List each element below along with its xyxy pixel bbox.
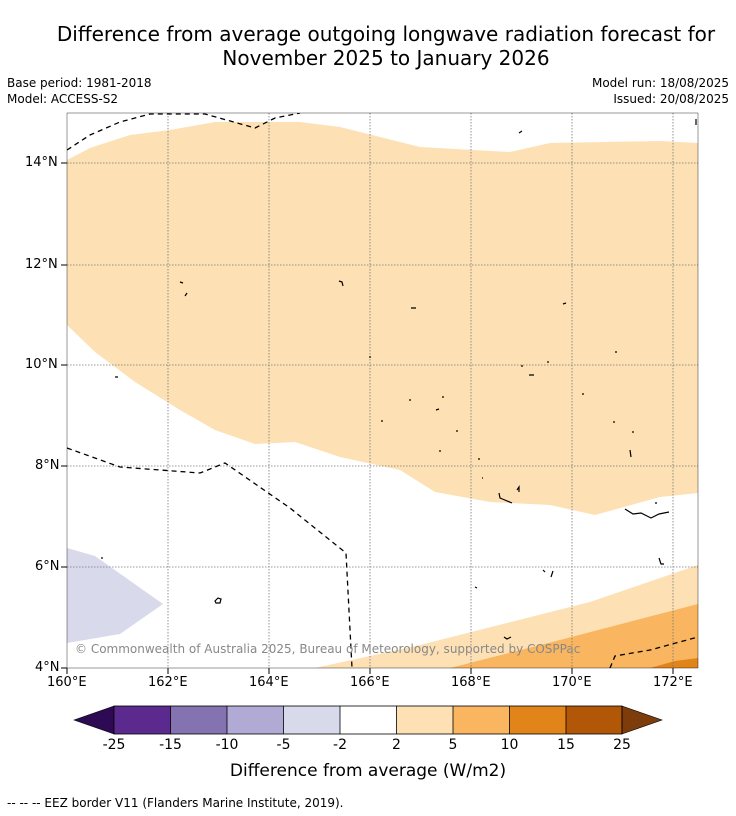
lon-tick-162e: 162°E: [148, 675, 188, 690]
lat-tick-8n: 8°N: [35, 458, 60, 473]
title-line-1: Difference from average outgoing longwav…: [56, 22, 716, 46]
anomaly-region-2-5-north: [67, 122, 698, 515]
lon-tick-170e: 170°E: [552, 675, 592, 690]
colorbar-bin-4: [283, 706, 340, 734]
islands: [101, 119, 697, 640]
colorbar-bin-5: [340, 706, 397, 734]
lon-tick-168e: 168°E: [451, 675, 491, 690]
colorbar-bin-9: [566, 706, 622, 734]
colorbar-label-neg15: -15: [159, 737, 182, 753]
lat-tick-6n: 6°N: [35, 559, 60, 574]
base-period: Base period: 1981-2018: [7, 76, 152, 90]
colorbar-bin-6: [396, 706, 453, 734]
colorbar-bin-7: [453, 706, 510, 734]
colorbar-label-5: 5: [448, 737, 458, 753]
colorbar-label-25: 25: [613, 737, 631, 753]
anomaly-region-5-10-south: [450, 604, 698, 668]
map-copyright: © Commonwealth of Australia 2025, Bureau…: [75, 642, 581, 656]
colorbar-arrow-low: [73, 705, 115, 735]
colorbar-bin-8: [509, 706, 566, 734]
map-frame: [66, 112, 699, 669]
anomaly-region-neg-west: [67, 548, 163, 643]
lat-tick-14n: 14°N: [25, 155, 58, 170]
colorbar: [73, 705, 663, 735]
colorbar-label-neg10: -10: [215, 737, 239, 753]
eez-footnote: -- -- -- EEZ border V11 (Flanders Marine…: [7, 796, 344, 810]
right-metadata: Model run: 18/08/2025 Issued: 20/08/2025: [592, 75, 729, 107]
title-line-2: November 2025 to January 2026: [222, 46, 550, 70]
colorbar-bin-1: [114, 706, 171, 734]
lon-tick-160e: 160°E: [47, 675, 87, 690]
map-area: [67, 113, 698, 668]
lat-tick-12n: 12°N: [25, 257, 58, 272]
eez-borders: [67, 113, 698, 668]
gridlines: [67, 113, 698, 668]
colorbar-title: Difference from average (W/m2): [229, 761, 507, 781]
issued-date: Issued: 20/08/2025: [613, 92, 729, 106]
colorbar-label-neg2: -2: [333, 737, 347, 753]
colorbar-arrow-high: [621, 705, 663, 735]
lon-tick-164e: 164°E: [249, 675, 289, 690]
lon-tick-172e: 172°E: [653, 675, 693, 690]
left-metadata: Base period: 1981-2018 Model: ACCESS-S2: [7, 75, 152, 107]
model-run: Model run: 18/08/2025: [591, 76, 729, 90]
lon-tick-166e: 166°E: [350, 675, 390, 690]
lat-tick-10n: 10°N: [25, 357, 58, 372]
colorbar-label-2: 2: [392, 737, 401, 753]
colorbar-bin-3: [227, 706, 284, 734]
anomaly-region-10-15-south: [650, 658, 698, 668]
colorbar-label-10: 10: [500, 737, 519, 753]
model-name: Model: ACCESS-S2: [7, 92, 119, 106]
lat-tick-4n: 4°N: [35, 660, 60, 675]
colorbar-label-neg5: -5: [276, 737, 291, 753]
colorbar-bin-2: [170, 706, 227, 734]
colorbar-label-neg25: -25: [102, 737, 126, 753]
chart-title: Difference from average outgoing longwav…: [0, 22, 736, 70]
colorbar-label-15: 15: [557, 737, 575, 753]
tick-marks: [61, 162, 674, 674]
